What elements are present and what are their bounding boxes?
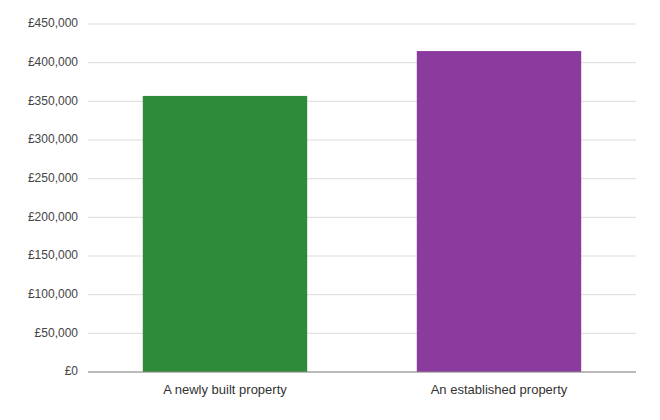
y-tick-label: £100,000 bbox=[28, 287, 78, 301]
x-axis-line bbox=[88, 372, 636, 373]
y-tick-label: £200,000 bbox=[28, 210, 78, 224]
y-tick-label: £250,000 bbox=[28, 171, 78, 185]
grid-line bbox=[88, 24, 636, 25]
y-tick-label: £0 bbox=[65, 364, 79, 378]
x-tick-label: A newly built property bbox=[163, 382, 287, 397]
chart: £0 £50,000 £100,000 £150,000 £200,000 £250,00… bbox=[0, 0, 660, 420]
chart-container: £0 £50,000 £100,000 £150,000 £200,000 £250,00… bbox=[0, 0, 660, 420]
y-tick-label: £400,000 bbox=[28, 55, 78, 69]
y-tick-label: £50,000 bbox=[35, 326, 79, 340]
bars bbox=[143, 51, 581, 372]
y-tick-label: £150,000 bbox=[28, 248, 78, 262]
y-tick-label: £300,000 bbox=[28, 132, 78, 146]
bar bbox=[143, 96, 307, 372]
grid-line bbox=[88, 372, 636, 373]
y-tick-labels: £0 £50,000 £100,000 £150,000 £200,000 £250,00… bbox=[28, 16, 78, 378]
bar bbox=[417, 51, 581, 372]
y-tick-label: £450,000 bbox=[28, 16, 78, 30]
y-tick-label: £350,000 bbox=[28, 94, 78, 108]
x-tick-label: An established property bbox=[431, 382, 568, 397]
x-tick-labels: A newly built property An established pro… bbox=[163, 382, 568, 397]
y-grid bbox=[88, 24, 636, 372]
